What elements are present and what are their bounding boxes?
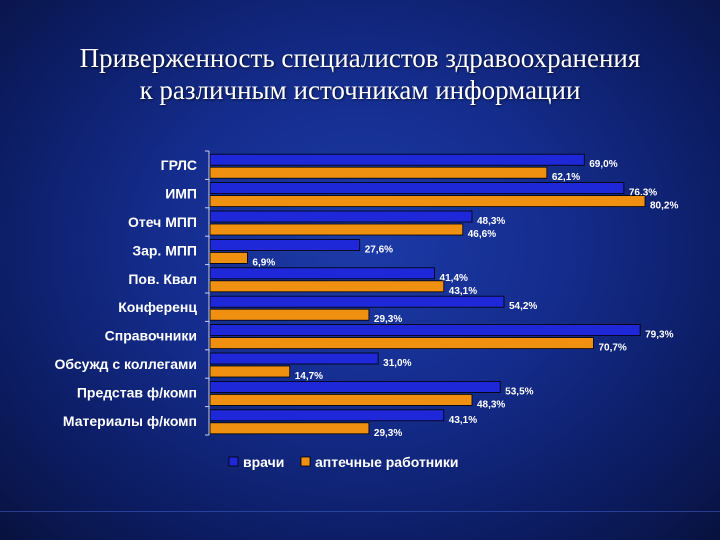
- data-label: 27,6%: [365, 244, 393, 255]
- chart-axis: ГРЛС ИМП Отеч МПП Зар. МПП Пов. Квал Конферен…: [55, 150, 210, 436]
- data-label: 46,6%: [468, 229, 496, 240]
- category-label: Материалы ф/комп: [63, 413, 197, 429]
- bar-aptechnye: [209, 166, 548, 179]
- legend-label-vrachi: врачи: [243, 454, 284, 470]
- bar-aptechnye: [209, 251, 248, 264]
- bar-aptechnye: [209, 337, 594, 350]
- bar-aptechnye: [209, 308, 370, 321]
- data-label: 70,7%: [598, 343, 626, 354]
- category-label: Справочники: [105, 328, 197, 344]
- data-label: 43,1%: [449, 286, 477, 297]
- data-label: 29,3%: [374, 314, 402, 325]
- category-label: ГРЛС: [161, 157, 197, 173]
- data-label: 80,2%: [650, 201, 678, 212]
- data-label: 31,0%: [383, 358, 411, 369]
- bar-aptechnye: [209, 195, 646, 208]
- category-label: Отеч МПП: [128, 214, 197, 230]
- data-label: 14,7%: [295, 371, 323, 382]
- bar-vrachi: [209, 210, 473, 223]
- data-label: 41,4%: [440, 273, 468, 284]
- data-label: 43,1%: [449, 415, 477, 426]
- bar-vrachi: [209, 324, 641, 337]
- legend-swatch-vrachi: [228, 456, 239, 467]
- data-label: 6,9%: [252, 257, 275, 268]
- category-label: ИМП: [165, 186, 197, 202]
- legend-swatch-aptechnye: [300, 456, 311, 467]
- bar-aptechnye: [209, 280, 445, 293]
- bar-aptechnye: [209, 365, 291, 378]
- chart-bars: 69,0% 62,1% 76,3% 80,2% 48,3% 46,6% 27,6% 6,9% 4…: [209, 153, 678, 439]
- data-label: 79,3%: [645, 330, 673, 341]
- bar-aptechnye: [209, 422, 370, 435]
- chart-title: Приверженность специалистов здравоохране…: [0, 42, 720, 106]
- category-label: Представ ф/комп: [77, 384, 197, 400]
- chart-legend: врачи аптечные работники: [228, 454, 458, 470]
- bar-vrachi: [209, 409, 445, 422]
- bar-vrachi: [209, 295, 505, 308]
- legend-label-aptechnye: аптечные работники: [315, 454, 458, 470]
- category-label: Пов. Квал: [128, 271, 197, 287]
- bar-vrachi: [209, 352, 379, 365]
- bar-vrachi: [209, 238, 361, 251]
- bar-vrachi: [209, 182, 625, 195]
- footer-divider: [0, 511, 720, 512]
- category-label: Обсужд с коллегами: [55, 356, 197, 372]
- data-label: 69,0%: [589, 159, 617, 170]
- bar-vrachi: [209, 267, 435, 280]
- data-label: 48,3%: [477, 399, 505, 410]
- title-line-1: Приверженность специалистов здравоохране…: [79, 43, 641, 73]
- data-label: 29,3%: [374, 428, 402, 439]
- data-label: 62,1%: [552, 172, 580, 183]
- data-label: 54,2%: [509, 301, 537, 312]
- title-line-2: к различным источникам информации: [139, 75, 581, 105]
- bar-aptechnye: [209, 223, 464, 236]
- data-label: 76,3%: [629, 188, 657, 199]
- category-label: Конференц: [118, 299, 197, 315]
- bar-vrachi: [209, 380, 501, 393]
- data-label: 53,5%: [505, 386, 533, 397]
- data-label: 48,3%: [477, 216, 505, 227]
- category-label: Зар. МПП: [132, 242, 197, 258]
- bar-aptechnye: [209, 393, 473, 406]
- bar-vrachi: [209, 153, 585, 166]
